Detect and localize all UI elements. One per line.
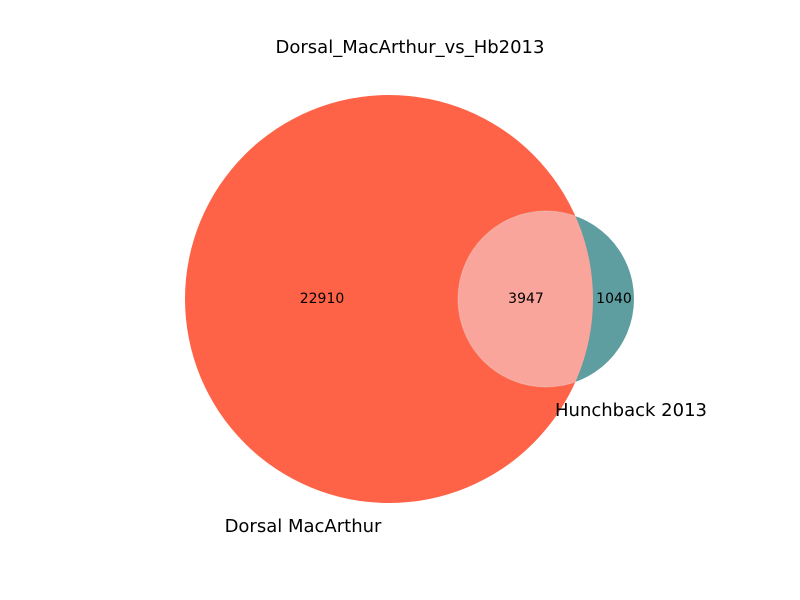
region-b-only-count: 1040 (596, 291, 632, 307)
set-b-label: Hunchback 2013 (555, 400, 707, 421)
chart-title: Dorsal_MacArthur_vs_Hb2013 (276, 37, 545, 58)
set-a-label: Dorsal MacArthur (225, 516, 382, 537)
overlap-outline (457, 210, 593, 388)
set-a-circle (185, 95, 593, 503)
region-a-only-count: 22910 (300, 291, 345, 307)
region-overlap-count: 3947 (508, 291, 544, 307)
